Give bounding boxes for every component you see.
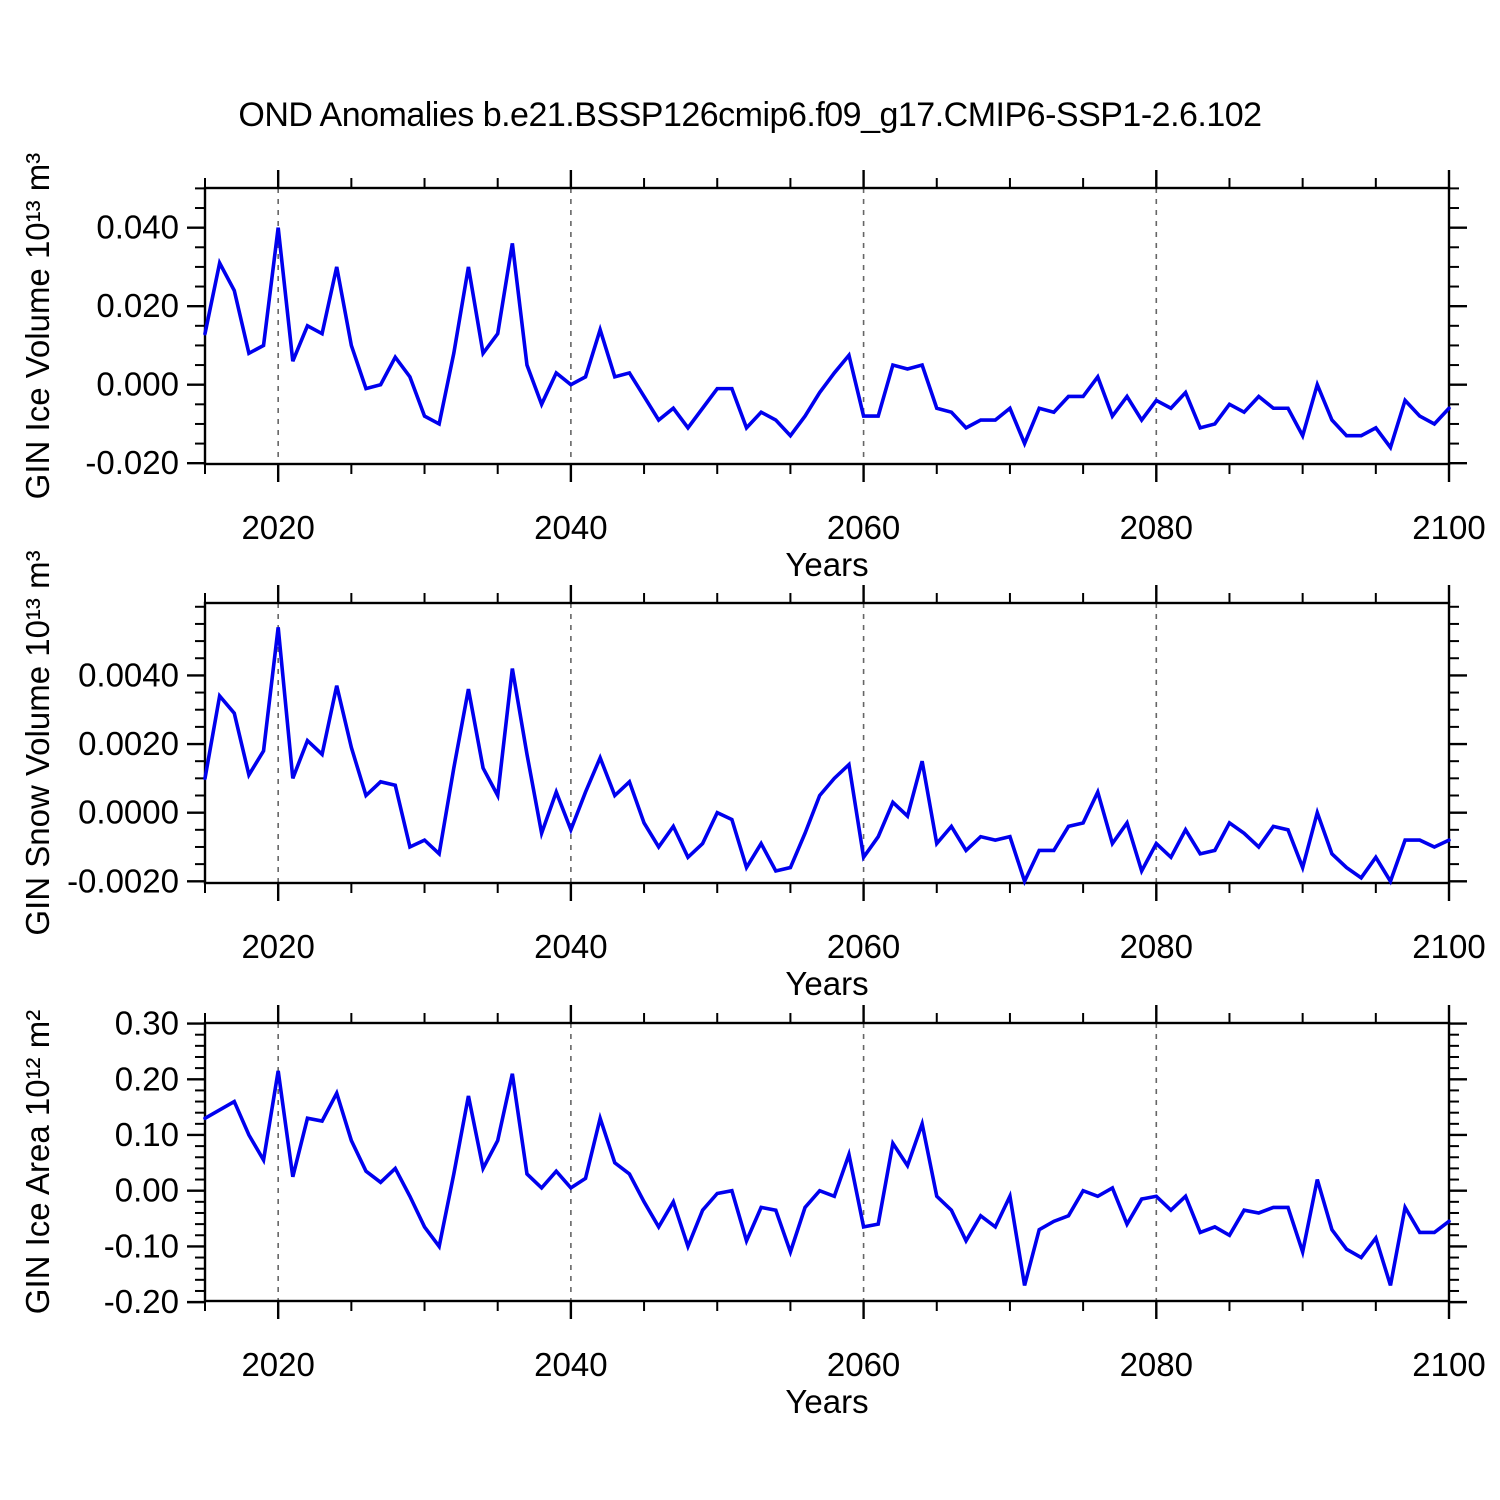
y-tick-label: -0.10 [104,1227,179,1264]
x-tick-label: 2100 [1412,1346,1485,1383]
y-tick-label: 0.10 [115,1116,179,1153]
x-tick-label: 2040 [534,1346,607,1383]
y-tick-label: 0.0040 [78,656,179,693]
x-tick-label: 2100 [1412,509,1485,546]
y-tick-label: 0.00 [115,1172,179,1209]
y-tick-label: 0.000 [96,366,179,403]
axis-box [203,1021,1451,1303]
x-axis-label: Years [785,1383,868,1420]
x-tick-label: 2060 [827,1346,900,1383]
x-tick-label: 2080 [1120,928,1193,965]
y-tick-label: -0.020 [85,444,179,481]
data-line-gin-ice-area-anomaly [203,1070,1451,1286]
x-axis-label: Years [785,965,868,1002]
x-tick-label: 2080 [1120,1346,1193,1383]
y-tick-label: 0.040 [96,209,179,246]
data-line-gin-snow-volume-anomaly [203,627,1451,887]
figure-title: OND Anomalies b.e21.BSSP126cmip6.f09_g17… [238,96,1262,134]
y-tick-label: 0.0000 [78,794,179,831]
y-tick-label: -0.20 [104,1283,179,1320]
axis-box [203,601,1451,885]
x-tick-label: 2020 [241,1346,314,1383]
y-tick-label: 0.0020 [78,725,179,762]
y-tick-label: 0.30 [115,1005,179,1042]
x-tick-label: 2020 [241,509,314,546]
y-tick-label: 0.020 [96,287,179,324]
x-axis-label: Years [785,546,868,583]
axis-box [203,186,1451,466]
y-tick-label: -0.0020 [67,862,179,899]
x-tick-label: 2040 [534,509,607,546]
x-tick-label: 2100 [1412,928,1485,965]
y-tick-label: 0.20 [115,1060,179,1097]
x-tick-label: 2080 [1120,509,1193,546]
x-tick-label: 2040 [534,928,607,965]
x-tick-label: 2060 [827,928,900,965]
x-tick-label: 2060 [827,509,900,546]
x-tick-label: 2020 [241,928,314,965]
data-line-gin-ice-volume-anomaly [203,227,1451,452]
